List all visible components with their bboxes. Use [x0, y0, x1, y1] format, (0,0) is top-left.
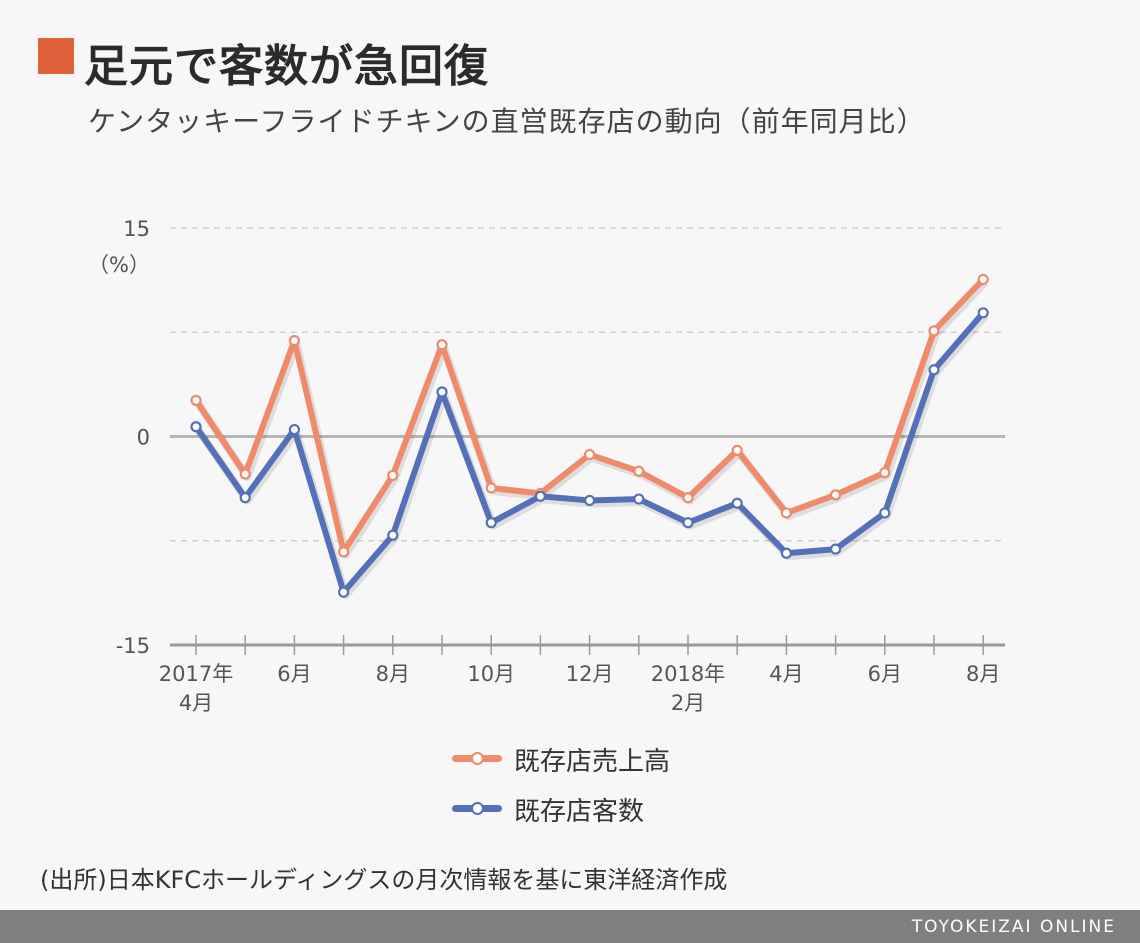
x-axis: 2017年 4月 6月 8月 10月 12月 2018年 2月 4月 6月 8月: [159, 635, 1005, 715]
data-point: [387, 469, 399, 482]
series-shadow: [194, 279, 989, 559]
x-tick-label: 12月: [566, 662, 614, 686]
x-tick-label: 8月: [376, 662, 410, 686]
y-tick-label: 15: [123, 217, 150, 241]
data-point: [928, 364, 940, 376]
title-marker: [38, 38, 74, 74]
x-tick-label: 6月: [277, 662, 311, 686]
x-tick-label: 4月: [769, 662, 803, 686]
data-point: [633, 493, 645, 505]
source-note: (出所)日本KFCホールディングスの月次情報を基に東洋経済作成: [40, 866, 728, 894]
data-point: [288, 423, 300, 436]
grid-lines: [170, 227, 1005, 542]
data-point: [485, 517, 497, 529]
y-tick-label: 0: [137, 426, 150, 450]
x-tick-label-line2: 2月: [671, 691, 705, 715]
data-point: [829, 489, 842, 501]
legend-label-sales: 既存店売上高: [514, 747, 671, 777]
line-chart: 15 0 -15 （%） 2017年 4月 6月 8月 10月 12月 2018年 2月 4月 6月 8…: [88, 217, 1005, 715]
data-point: [977, 307, 989, 319]
x-tick-label: 2017年: [159, 662, 233, 686]
data-point: [583, 494, 596, 507]
y-unit-label: （%）: [88, 253, 150, 277]
data-point: [190, 421, 202, 433]
data-point: [436, 386, 448, 398]
data-point: [338, 586, 350, 598]
data-point: [633, 465, 645, 477]
data-point: [928, 325, 940, 337]
data-point: [731, 497, 743, 509]
data-point: [879, 507, 891, 519]
data-point: [485, 482, 497, 494]
data-point: [190, 394, 202, 406]
data-point: [682, 517, 694, 529]
data-point: [583, 448, 596, 461]
data-point: [829, 543, 842, 555]
y-axis-labels: 15 0 -15: [116, 217, 150, 658]
series-line-0: [193, 276, 987, 555]
x-tick-label: 6月: [868, 662, 902, 686]
x-tick-label-line2: 4月: [179, 691, 213, 715]
data-point: [731, 444, 743, 456]
data-point: [387, 529, 399, 541]
chart-subtitle: ケンタッキーフライドチキンの直営既存店の動向（前年同月比）: [88, 105, 926, 138]
data-point: [977, 273, 989, 286]
data-point: [879, 467, 891, 479]
footer-brand: TOYOKEIZAI ONLINE: [911, 917, 1116, 937]
chart-title: 足元で客数が急回復: [84, 41, 489, 92]
data-point: [534, 490, 547, 502]
series-layer: [190, 273, 989, 600]
data-point: [436, 339, 448, 351]
data-point: [288, 334, 300, 347]
data-point: [780, 547, 793, 559]
data-point: [239, 492, 251, 504]
data-point: [682, 492, 694, 504]
y-tick-label: -15: [116, 634, 150, 658]
data-point: [780, 507, 793, 519]
legend-label-customers: 既存店客数: [514, 797, 645, 827]
x-tick-label: 2018年: [651, 662, 725, 686]
footer-bar: TOYOKEIZAI ONLINE: [0, 910, 1140, 943]
x-tick-label: 8月: [966, 662, 1000, 686]
x-tick-label: 10月: [467, 662, 515, 686]
data-point: [338, 546, 350, 558]
data-point: [239, 468, 251, 480]
